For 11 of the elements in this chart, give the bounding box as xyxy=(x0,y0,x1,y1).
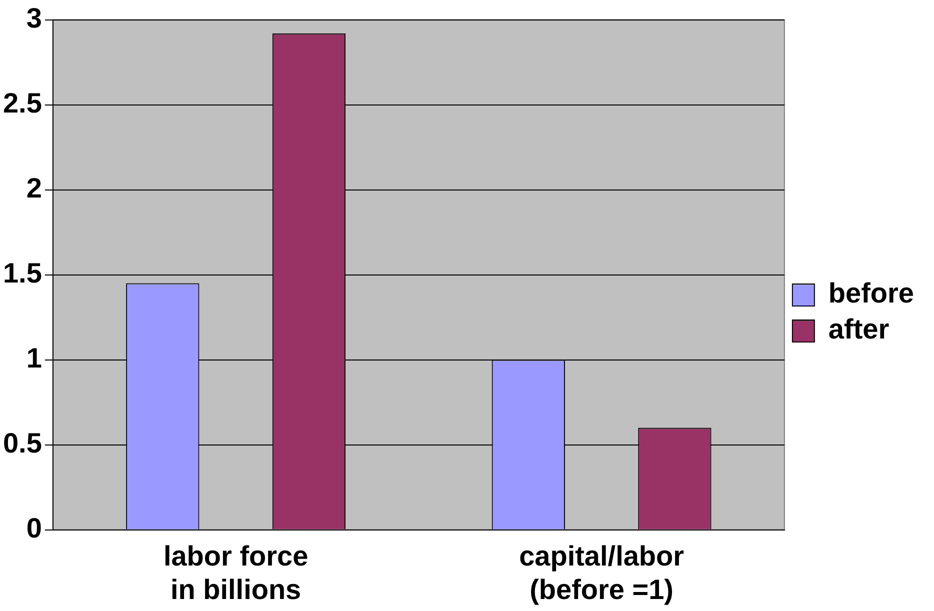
y-tick-label: 0.5 xyxy=(2,428,42,459)
y-tick-label: 3 xyxy=(26,2,42,34)
legend-label: after xyxy=(828,314,890,345)
y-tick-label: 2.5 xyxy=(2,88,42,119)
y-tick-label: 1.5 xyxy=(2,258,42,289)
y-tick-label: 1 xyxy=(26,342,42,374)
legend-label: before xyxy=(828,278,914,309)
x-tick-label: capital/labor (before =1) xyxy=(519,540,684,605)
y-tick-label: 2 xyxy=(26,172,42,204)
y-tick-label: 0 xyxy=(26,512,42,544)
x-tick-label: labor force in billions xyxy=(163,540,308,605)
